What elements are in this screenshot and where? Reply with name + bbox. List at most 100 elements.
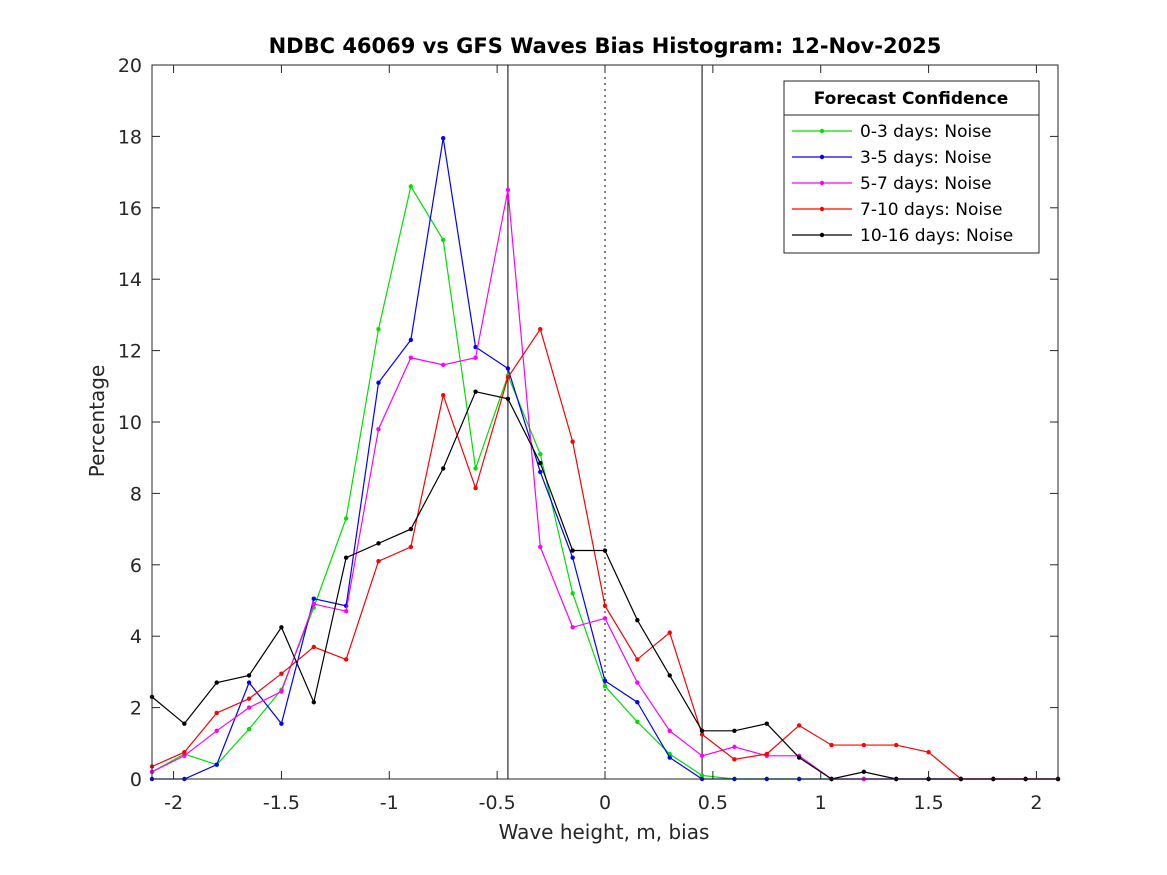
data-point [667,673,672,678]
x-tick-label: 1.5 [913,792,943,814]
data-point [311,700,316,705]
data-point [311,596,316,601]
data-point [408,544,414,550]
y-tick-label: 8 [130,483,142,505]
data-point [861,742,867,748]
data-point [343,516,349,521]
data-point [505,396,511,401]
data-point [635,680,640,685]
data-point [376,326,381,332]
data-point [343,609,349,614]
data-point [829,742,834,748]
data-point [279,721,284,726]
legend-swatch-marker [819,232,825,238]
data-point [182,753,187,758]
data-point [635,719,640,725]
data-point [732,757,737,762]
legend-items: 0-3 days: Noise 3-5 days: Noise 5-7 days: … [792,122,1013,246]
y-axis-label: Percentage [85,365,109,478]
data-point [311,601,316,607]
data-point [667,630,672,635]
data-point [732,744,737,750]
legend-item-label: 10-16 days: Noise [860,226,1013,246]
data-point [473,485,478,491]
x-tick-label: -2 [164,792,183,814]
legend-item-label: 0-3 days: Noise [860,122,992,142]
data-point [246,726,252,732]
legend-item: 3-5 days: Noise [792,148,992,168]
y-tick-label: 18 [118,126,142,148]
legend-swatch-marker [819,206,825,212]
legend-item: 5-7 days: Noise [792,174,992,194]
data-point [246,680,252,685]
data-point [699,732,705,737]
data-point [473,355,478,360]
data-point [441,466,446,471]
legend-title: Forecast Confidence [814,89,1009,109]
data-point [796,755,802,760]
data-point [602,548,608,553]
x-tick-label: 0.5 [698,792,728,814]
data-point [473,466,478,471]
data-point [343,657,349,662]
y-tick-label: 2 [130,698,142,720]
data-point [538,460,543,466]
data-point [376,559,381,564]
data-point [311,644,316,650]
data-point [441,237,446,243]
data-point [441,362,446,368]
y-tick-label: 16 [118,198,142,220]
chart-title: NDBC 46069 vs GFS Waves Bias Histogram: … [269,34,942,58]
data-point [732,728,737,734]
data-point [408,526,414,532]
data-point [635,700,640,705]
data-point [796,723,802,728]
legend-item: 7-10 days: Noise [792,200,1002,220]
data-point [279,671,284,676]
data-point [214,680,219,685]
data-point [441,135,446,141]
y-tick-label: 10 [118,412,142,434]
data-point [182,750,187,755]
x-tick-label: 1 [815,792,827,814]
x-tick-label: 2 [1030,792,1042,814]
data-point [505,187,511,193]
data-point [635,617,640,623]
data-point [764,721,769,726]
legend-item-label: 5-7 days: Noise [860,174,992,194]
data-point [538,544,543,550]
legend-item: 0-3 days: Noise [792,122,992,142]
legend-item-label: 7-10 days: Noise [860,200,1002,220]
x-tick-label: -1.5 [263,792,300,814]
data-point [699,773,705,778]
legend-swatch-marker [819,128,825,134]
data-point [699,753,705,758]
data-point [570,439,575,444]
data-point [635,657,640,662]
data-point [667,755,672,760]
legend: Forecast Confidence 0-3 days: Noise 3-5 d… [783,80,1040,254]
data-point [505,375,511,380]
data-point [570,555,575,560]
data-point [505,366,511,371]
data-point [376,541,381,546]
x-tick-label: 0 [599,792,611,814]
data-point [441,393,446,398]
legend-swatch-marker [819,180,825,186]
data-point [570,591,575,596]
data-point [214,762,219,767]
data-point [279,625,284,630]
data-point [570,625,575,630]
data-point [602,683,608,689]
x-tick-label: -0.5 [479,792,516,814]
series-layer [149,135,1061,782]
axis-ticks [152,64,1058,780]
data-point [246,696,252,701]
data-point [408,337,414,343]
y-tick-label: 0 [130,769,142,791]
data-point [538,326,543,332]
reference-lines [507,65,703,779]
data-point [538,451,543,457]
legend-swatch-marker [819,154,825,160]
